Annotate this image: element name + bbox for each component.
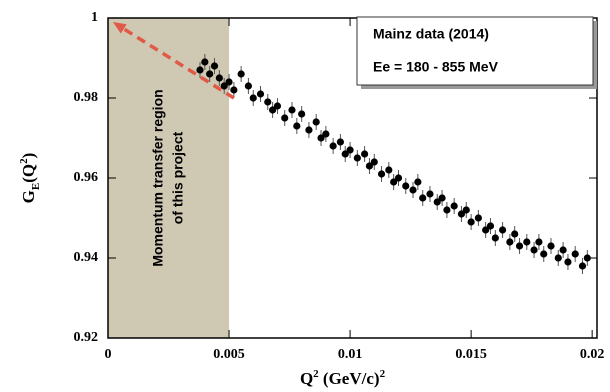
data-point (564, 258, 572, 266)
data-point (377, 170, 386, 178)
data-point (578, 262, 587, 270)
data-point (353, 154, 361, 162)
data-point (220, 82, 228, 90)
legend-text: Ee = 180 - 855 MeV (373, 59, 499, 75)
data-point (438, 194, 446, 202)
x-tick-label: 0 (105, 347, 112, 362)
x-label-part: 2 (313, 368, 319, 380)
data-point (443, 206, 451, 214)
data-point (288, 106, 296, 114)
data-point (390, 178, 398, 186)
data-point (312, 118, 320, 126)
legend-box (356, 16, 594, 86)
y-label-part: (Q (19, 164, 38, 183)
data-point (361, 150, 369, 158)
data-point (511, 230, 519, 238)
data-point (571, 250, 579, 258)
x-label-part: 2 (380, 368, 386, 380)
y-tick-label: 0.96 (74, 170, 99, 185)
arrow (119, 25, 235, 100)
y-label-part: G (19, 190, 38, 203)
data-point (540, 250, 548, 258)
data-point (457, 210, 466, 218)
data-point (409, 186, 417, 194)
data-point (385, 166, 393, 174)
data-point (256, 90, 265, 98)
region-text-line: Momentum transfer region (149, 89, 165, 266)
data-point (402, 182, 410, 190)
y-tick-label: 0.92 (74, 330, 99, 345)
data-point (450, 202, 458, 210)
data-point (264, 98, 272, 106)
data-point (426, 190, 434, 198)
legend-text: Mainz data (2014) (373, 26, 489, 42)
y-label-part: E (30, 183, 42, 190)
data-point (237, 70, 245, 78)
data-point (515, 242, 524, 250)
data-point (535, 238, 543, 246)
y-tick-label: 1 (91, 10, 98, 25)
data-point (298, 110, 306, 118)
data-point (269, 106, 277, 114)
data-point (433, 198, 441, 206)
data-point (201, 58, 209, 66)
data-point (530, 246, 538, 254)
x-tick-label: 0.02 (580, 347, 605, 362)
data-point (370, 158, 378, 166)
y-tick-label: 0.94 (74, 250, 99, 265)
data-point (230, 86, 238, 94)
data-point (462, 206, 470, 214)
y-axis-label: GE(Q2) (18, 153, 42, 204)
x-tick-label: 0.015 (455, 347, 487, 362)
arrow-head (112, 22, 127, 34)
data-point (206, 70, 214, 78)
data-point (244, 82, 253, 90)
data-point (547, 242, 555, 250)
data-point (523, 238, 531, 246)
data-point (559, 246, 567, 254)
data-point (336, 138, 344, 146)
data-point (486, 222, 495, 230)
data-point (498, 226, 507, 234)
data-point (322, 130, 330, 138)
data-point (491, 234, 499, 242)
x-tick-label: 0.01 (338, 347, 363, 362)
data-point (394, 174, 403, 182)
data-point (419, 194, 427, 202)
data-point (554, 254, 562, 262)
data-point (467, 218, 475, 226)
data-point (210, 62, 219, 70)
data-point (249, 94, 257, 102)
y-tick-label: 0.98 (74, 90, 99, 105)
data-point (293, 122, 301, 130)
data-point (281, 114, 289, 122)
x-label-part: (GeV/c) (319, 369, 380, 388)
data-point (215, 74, 223, 82)
y-label-part: ) (19, 153, 38, 159)
data-point (196, 66, 204, 74)
data-point (317, 134, 325, 142)
data-point (305, 126, 313, 134)
data-point (225, 78, 233, 86)
data-point (365, 162, 374, 170)
data-point (329, 142, 337, 150)
data-point (346, 146, 354, 154)
data-point (414, 178, 422, 186)
data-point (482, 226, 490, 234)
data-point (273, 102, 282, 110)
x-axis-label: Q2 (GeV/c)2 (300, 368, 386, 388)
region-text: Momentum transfer region of this project (149, 89, 185, 266)
y-label-part: 2 (18, 158, 30, 164)
x-label-part: Q (300, 369, 313, 388)
region-text-line: of this project (169, 131, 185, 224)
x-tick-label: 0.005 (213, 347, 245, 362)
data-point (506, 238, 514, 246)
data-point (341, 150, 349, 158)
data-point (474, 214, 482, 222)
data-point (583, 254, 591, 262)
